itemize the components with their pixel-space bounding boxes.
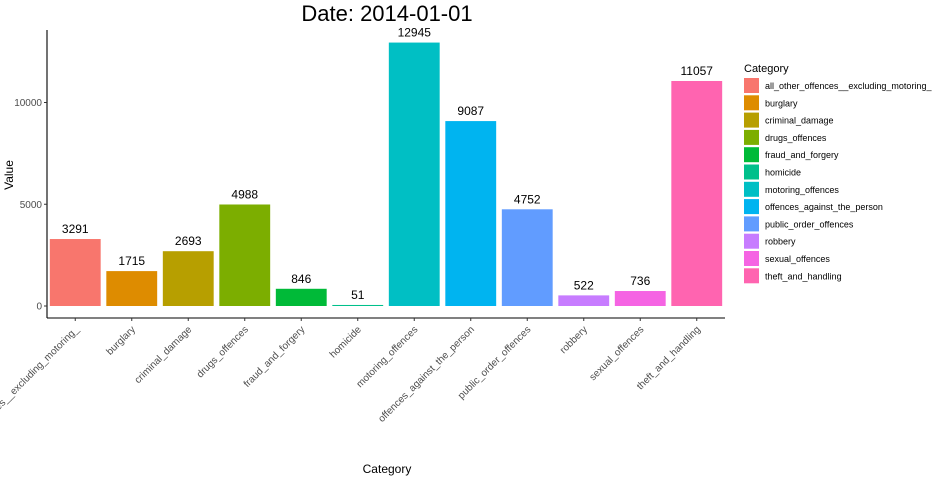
x-tick-label: fraud_and_forgery [242,324,308,390]
legend-label: sexual_offences [765,254,830,264]
data-label: 3291 [62,222,89,236]
data-label: 51 [351,288,365,302]
legend-label: motoring_offences [765,185,839,195]
bar [162,251,214,306]
legend-label: criminal_damage [765,116,834,126]
x-tick-label: burglary [105,324,138,357]
x-tick-label: drugs_offences [195,324,251,380]
legend-label: all_other_offences__excluding_motoring_ [765,81,932,91]
bar [671,80,723,306]
x-tick-label: robbery [558,324,590,356]
legend-label: offences_against_the_person [765,202,883,212]
x-tick-label: all_other_offences__excluding_motoring_ [0,324,82,463]
x-tick-label: motoring_offences [355,324,421,390]
y-tick-label: 5000 [20,200,43,211]
x-axis-title: Category [363,462,412,476]
legend-title: Category [744,63,789,75]
legend-label: drugs_offences [765,133,827,143]
bar [614,291,666,306]
bar [558,295,610,306]
bar [219,204,271,306]
plot-area: 0 5000 10000 3291 all_other_offences__exclud… [0,26,725,463]
bar [501,209,553,306]
legend-swatch [744,268,759,284]
legend-label: robbery [765,237,796,247]
legend-swatch [744,251,759,266]
legend-swatch [744,95,759,111]
legend-swatch [744,78,759,93]
x-tick-label: theft_and_handling [635,324,703,392]
legend-swatch [744,181,759,197]
data-label: 9087 [457,104,484,118]
legend-swatch [744,233,759,249]
y-axis-title: Value [2,160,16,190]
legend-swatch [744,129,759,145]
data-label: 1715 [118,254,145,268]
data-label: 4988 [231,187,258,201]
legend-label: homicide [765,168,801,178]
legend-swatch [744,164,759,180]
legend: Category all_other_offences__excluding_m… [744,63,932,284]
legend-swatch [744,216,759,232]
bar [49,239,101,306]
data-label: 12945 [398,26,432,40]
legend-swatch [744,199,759,215]
x-tick-label: sexual_offences [588,324,647,383]
data-label: 522 [574,278,594,292]
x-tick-label: criminal_damage [133,324,195,386]
legend-label: theft_and_handling [765,271,842,281]
bar [332,304,384,306]
x-tick-label: homicide [328,324,364,360]
legend-label: public_order_offences [765,219,854,229]
y-tick-label: 10000 [14,98,42,109]
x-tick-label: offences_against_the_person [376,324,476,424]
chart-title: Date: 2014-01-01 [301,1,472,26]
bar [106,271,158,306]
data-label: 4752 [514,192,541,206]
y-tick-label: 0 [36,302,42,313]
bar [388,42,440,307]
data-label: 11057 [681,64,714,78]
legend-label: burglary [765,98,798,108]
legend-label: fraud_and_forgery [765,150,839,160]
legend-swatch [744,112,759,128]
data-label: 846 [291,272,311,286]
bar [445,121,497,306]
data-label: 2693 [175,234,202,248]
legend-swatch [744,147,759,163]
data-label: 736 [630,274,650,288]
bar [275,288,327,306]
